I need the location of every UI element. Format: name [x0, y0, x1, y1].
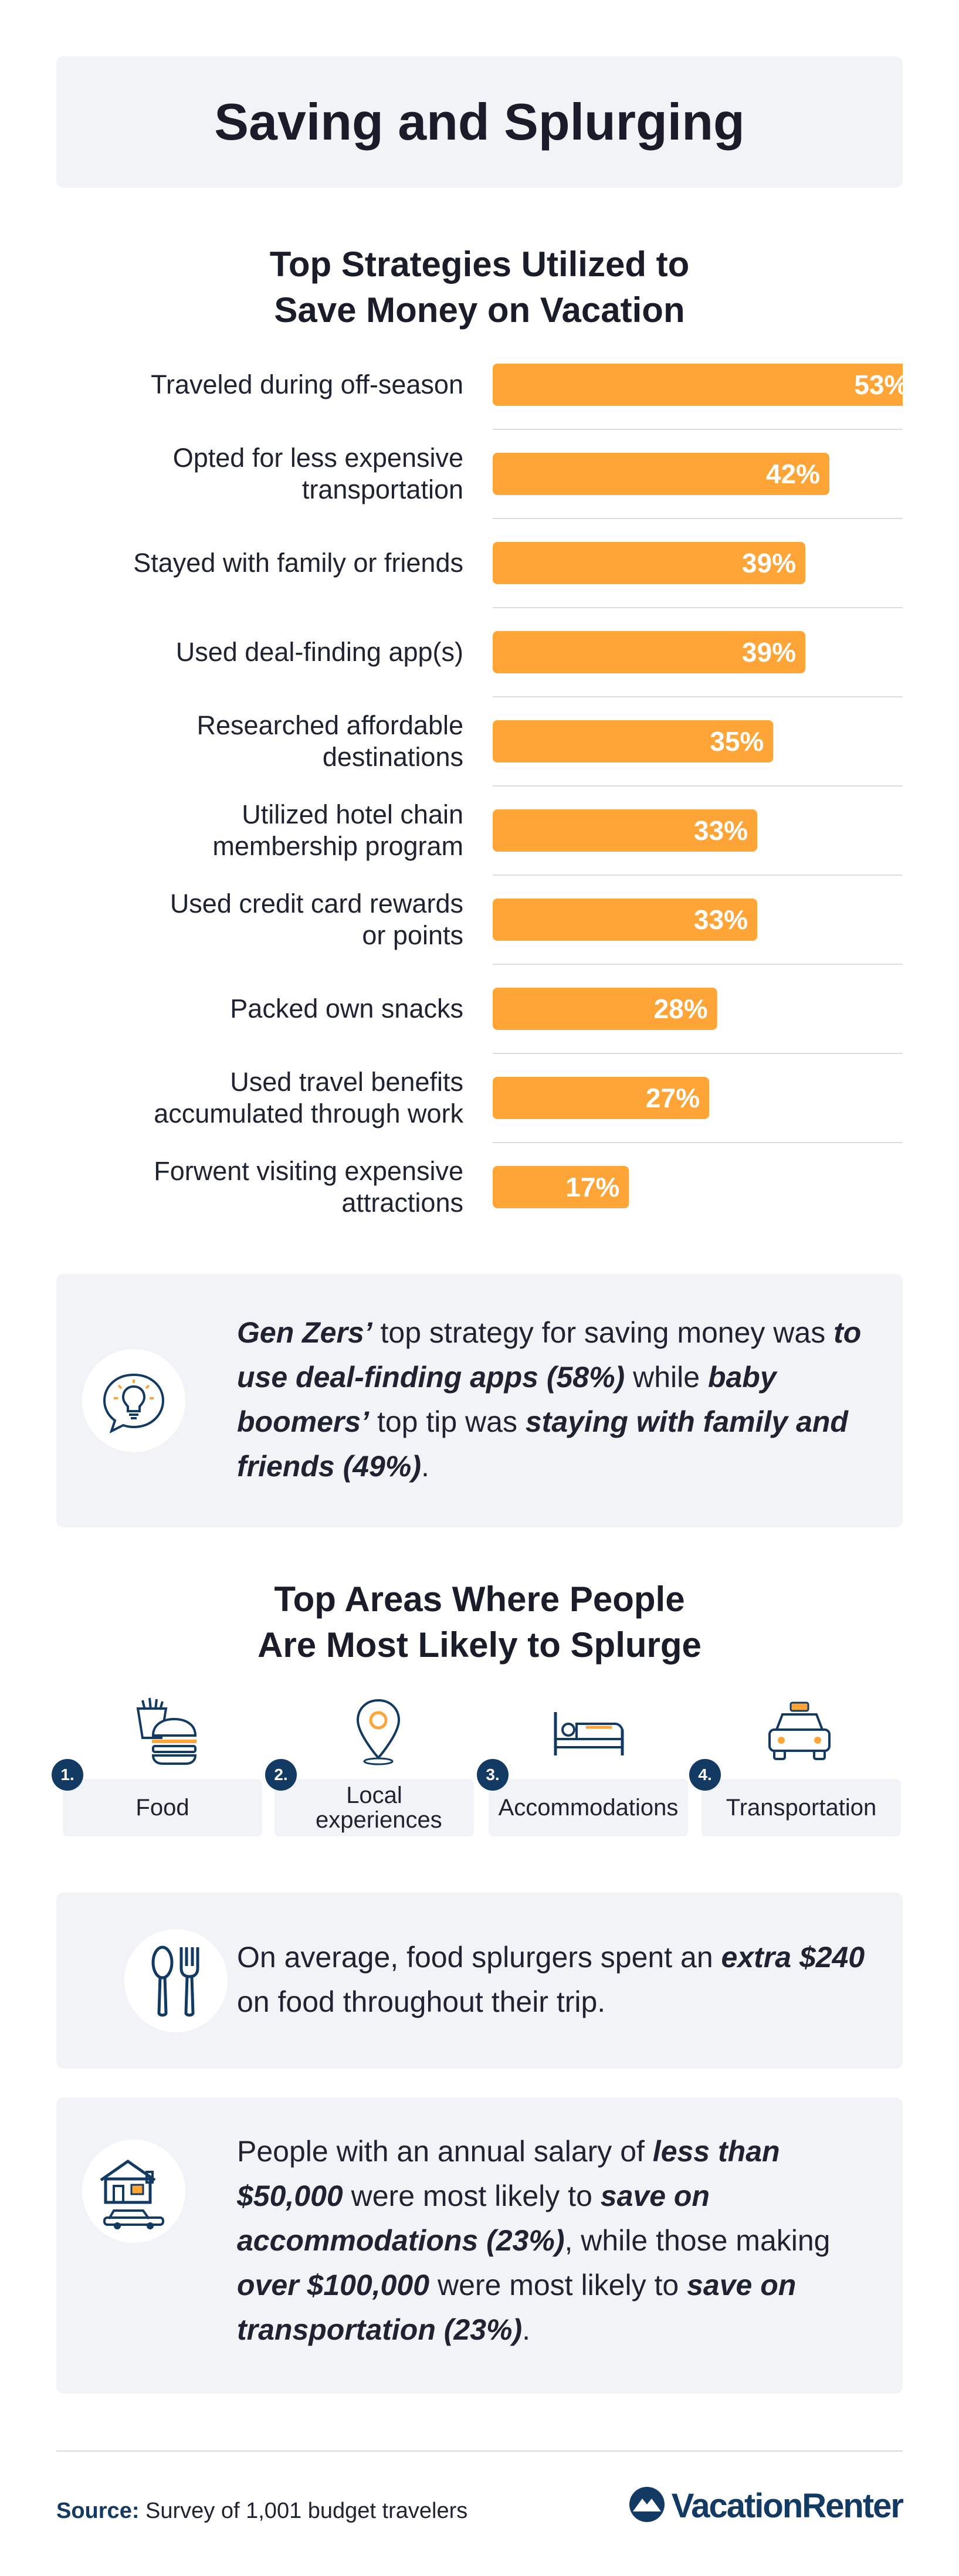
gen-z-text-run-7: .: [421, 1450, 429, 1483]
rank-badge-4: 4.: [689, 1759, 721, 1791]
splurge-heading: Top Areas Where People Are Most Likely t…: [0, 1577, 959, 1668]
bar-value-label: 28%: [654, 994, 708, 1024]
house-car-icon: [82, 2140, 185, 2243]
category-label: Packed own snacks: [230, 994, 463, 1023]
burger-fries-icon: [125, 1697, 201, 1767]
lightbulb-speech-icon: [82, 1349, 185, 1452]
bar-value-label: 33%: [694, 815, 748, 846]
bar: [493, 1077, 709, 1119]
gen-z-text-run-2: to use deal-finding apps (58%): [237, 1316, 862, 1394]
category-label: Opted for less expensive transportation: [173, 443, 463, 504]
salary-text-run-8: .: [522, 2313, 531, 2346]
salary-text-run-0: People with an annual salary of: [237, 2135, 653, 2168]
gen-z-text-run-6: staying with family and friends (49%): [237, 1405, 848, 1483]
gen-z-info-text: Gen Zers’ top strategy for saving money …: [237, 1310, 870, 1489]
salary-info-box: People with an annual salary of less tha…: [56, 2097, 903, 2394]
splurge-card-transportation: Transportation: [702, 1779, 901, 1836]
bar: [493, 899, 757, 941]
source-text: Survey of 1,001 budget travelers: [139, 2499, 468, 2523]
splurge-label-food: Food: [135, 1795, 189, 1821]
splurge-label-accommodations: Accommodations: [498, 1795, 679, 1821]
category-label: Utilized hotel chain membership program: [212, 799, 463, 861]
food-text-run-0: On average, food splurgers spent an: [237, 1941, 721, 1974]
footer-divider: [56, 2450, 903, 2452]
bar-value-label: 35%: [710, 726, 764, 757]
bar: [493, 631, 805, 673]
splurge-card-accommodations: Accommodations: [489, 1779, 688, 1836]
rank-badge-1: 1.: [52, 1759, 83, 1791]
spoon-fork-icon: [124, 1929, 228, 2032]
title-banner: Saving and Splurging: [56, 56, 903, 188]
category-label: Used credit card rewards or points: [170, 889, 463, 950]
source-label: Source:: [56, 2499, 140, 2523]
vacationrenter-logo[interactable]: VacationRenter: [628, 2486, 904, 2526]
strategies-heading-line-2: Save Money on Vacation: [274, 290, 685, 330]
bar-value-label: 27%: [646, 1083, 700, 1113]
salary-text-run-4: , while those making: [564, 2224, 831, 2257]
bar-value-label: 33%: [694, 904, 748, 935]
category-label: Used deal-finding app(s): [176, 637, 463, 667]
bar-value-label: 17%: [565, 1172, 619, 1202]
salary-text-run-5: over $100,000: [237, 2269, 430, 2302]
splurge-card-local-experiences: Local experiences: [275, 1779, 474, 1836]
splurge-heading-line-2: Are Most Likely to Splurge: [257, 1625, 702, 1665]
salary-text-run-2: were most likely to: [343, 2180, 601, 2212]
bed-icon: [551, 1697, 627, 1767]
gen-z-text-run-1: top strategy for saving money was: [372, 1316, 834, 1349]
salary-info-text: People with an annual salary of less tha…: [237, 2129, 876, 2352]
bar: [493, 809, 757, 852]
rank-badge-2: 2.: [265, 1759, 297, 1791]
map-pin-icon: [340, 1697, 416, 1767]
food-text-run-1: extra $240: [721, 1941, 865, 1974]
bar-value-label: 53%: [854, 370, 903, 400]
category-label: Forwent visiting expensive attractions: [154, 1156, 463, 1218]
gen-z-text-run-0: Gen Zers’: [237, 1316, 372, 1349]
source-note: Source: Survey of 1,001 budget travelers: [56, 2499, 467, 2524]
splurge-label-transportation: Transportation: [726, 1795, 877, 1821]
splurge-card-food: Food: [63, 1779, 262, 1836]
gen-z-text-run-3: while: [625, 1361, 708, 1394]
mountain-logo-icon: [628, 2486, 666, 2526]
salary-text-run-1: less than $50,000: [237, 2135, 780, 2212]
food-info-text: On average, food splurgers spent an extr…: [237, 1935, 876, 2024]
bar: [493, 364, 903, 406]
bar-value-label: 42%: [766, 459, 820, 489]
strategies-heading: Top Strategies Utilized to Save Money on…: [0, 242, 959, 333]
gen-z-text-run-4: baby boomers’: [237, 1361, 777, 1438]
strategies-bar-chart: Traveled during off-season 53% Opted for l…: [133, 364, 903, 1218]
food-text-run-2: on food throughout their trip.: [237, 1985, 606, 2018]
rank-badge-3: 3.: [477, 1759, 509, 1791]
salary-text-run-3: save on accommodations (23%): [237, 2180, 710, 2257]
category-label: Traveled during off-season: [151, 370, 463, 399]
logo-text: VacationRenter: [671, 2487, 904, 2525]
splurge-label-local-experiences: Local experiences: [316, 1782, 442, 1833]
bar: [493, 720, 774, 762]
taxi-icon: [761, 1697, 838, 1767]
bar: [493, 542, 805, 584]
bar: [493, 988, 717, 1030]
salary-text-run-6: were most likely to: [429, 2269, 687, 2302]
category-label: Researched affordable destinations: [197, 710, 463, 772]
page-title: Saving and Splurging: [214, 93, 745, 151]
food-info-box: On average, food splurgers spent an extr…: [56, 1893, 903, 2069]
splurge-heading-line-1: Top Areas Where People: [274, 1580, 685, 1619]
bar: [493, 1166, 629, 1208]
bar-value-label: 39%: [742, 637, 796, 667]
category-label: Used travel benefits accumulated through …: [154, 1067, 463, 1128]
gen-z-text-run-5: top tip was: [369, 1405, 526, 1438]
strategies-heading-line-1: Top Strategies Utilized to: [269, 245, 690, 284]
gen-z-info-box: Gen Zers’ top strategy for saving money …: [56, 1274, 903, 1527]
bar-value-label: 39%: [742, 548, 796, 578]
salary-text-run-7: save on transportation (23%): [237, 2269, 797, 2346]
bar: [493, 453, 829, 495]
category-label: Stayed with family or friends: [133, 548, 463, 578]
